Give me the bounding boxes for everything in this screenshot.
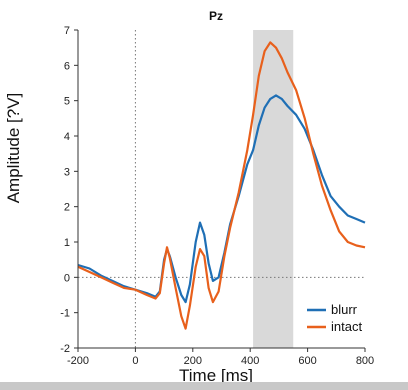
- y-tick-label: 1: [64, 237, 70, 249]
- y-tick-label: -2: [60, 343, 70, 355]
- chart-title: Pz: [209, 9, 223, 23]
- x-tick-label: 400: [241, 355, 259, 367]
- y-tick-label: 0: [64, 272, 70, 284]
- series-line-blurr: [77, 94, 366, 304]
- x-tick-label: -200: [67, 355, 89, 367]
- y-tick-label: 5: [64, 96, 70, 108]
- y-tick-label: 6: [64, 60, 70, 72]
- y-axis-label: Amplitude [?V]: [4, 93, 23, 204]
- bottom-bar: [0, 382, 408, 390]
- y-tick-label: 7: [64, 25, 70, 37]
- y-tick-label: -1: [60, 308, 70, 320]
- legend-label-blurr: blurr: [331, 302, 358, 317]
- x-tick-label: 200: [184, 355, 202, 367]
- x-tick-label: 0: [132, 355, 138, 367]
- y-axis-ticks: -2 -1 0 1 2 3 4 5 6 7: [60, 25, 78, 355]
- y-tick-label: 3: [64, 166, 70, 178]
- y-tick-label: 4: [64, 131, 70, 143]
- x-axis-label: Time [ms]: [179, 366, 253, 385]
- y-tick-label: 2: [64, 202, 70, 214]
- x-axis-ticks: -200 0 200 400 600 800: [67, 348, 374, 367]
- x-tick-label: 600: [298, 355, 316, 367]
- x-tick-label: 800: [356, 355, 374, 367]
- series-layer: [77, 41, 366, 330]
- legend: blurr intact: [307, 302, 362, 334]
- legend-label-intact: intact: [331, 319, 362, 334]
- shaded-window: [253, 30, 294, 348]
- series-line-intact: [77, 41, 366, 330]
